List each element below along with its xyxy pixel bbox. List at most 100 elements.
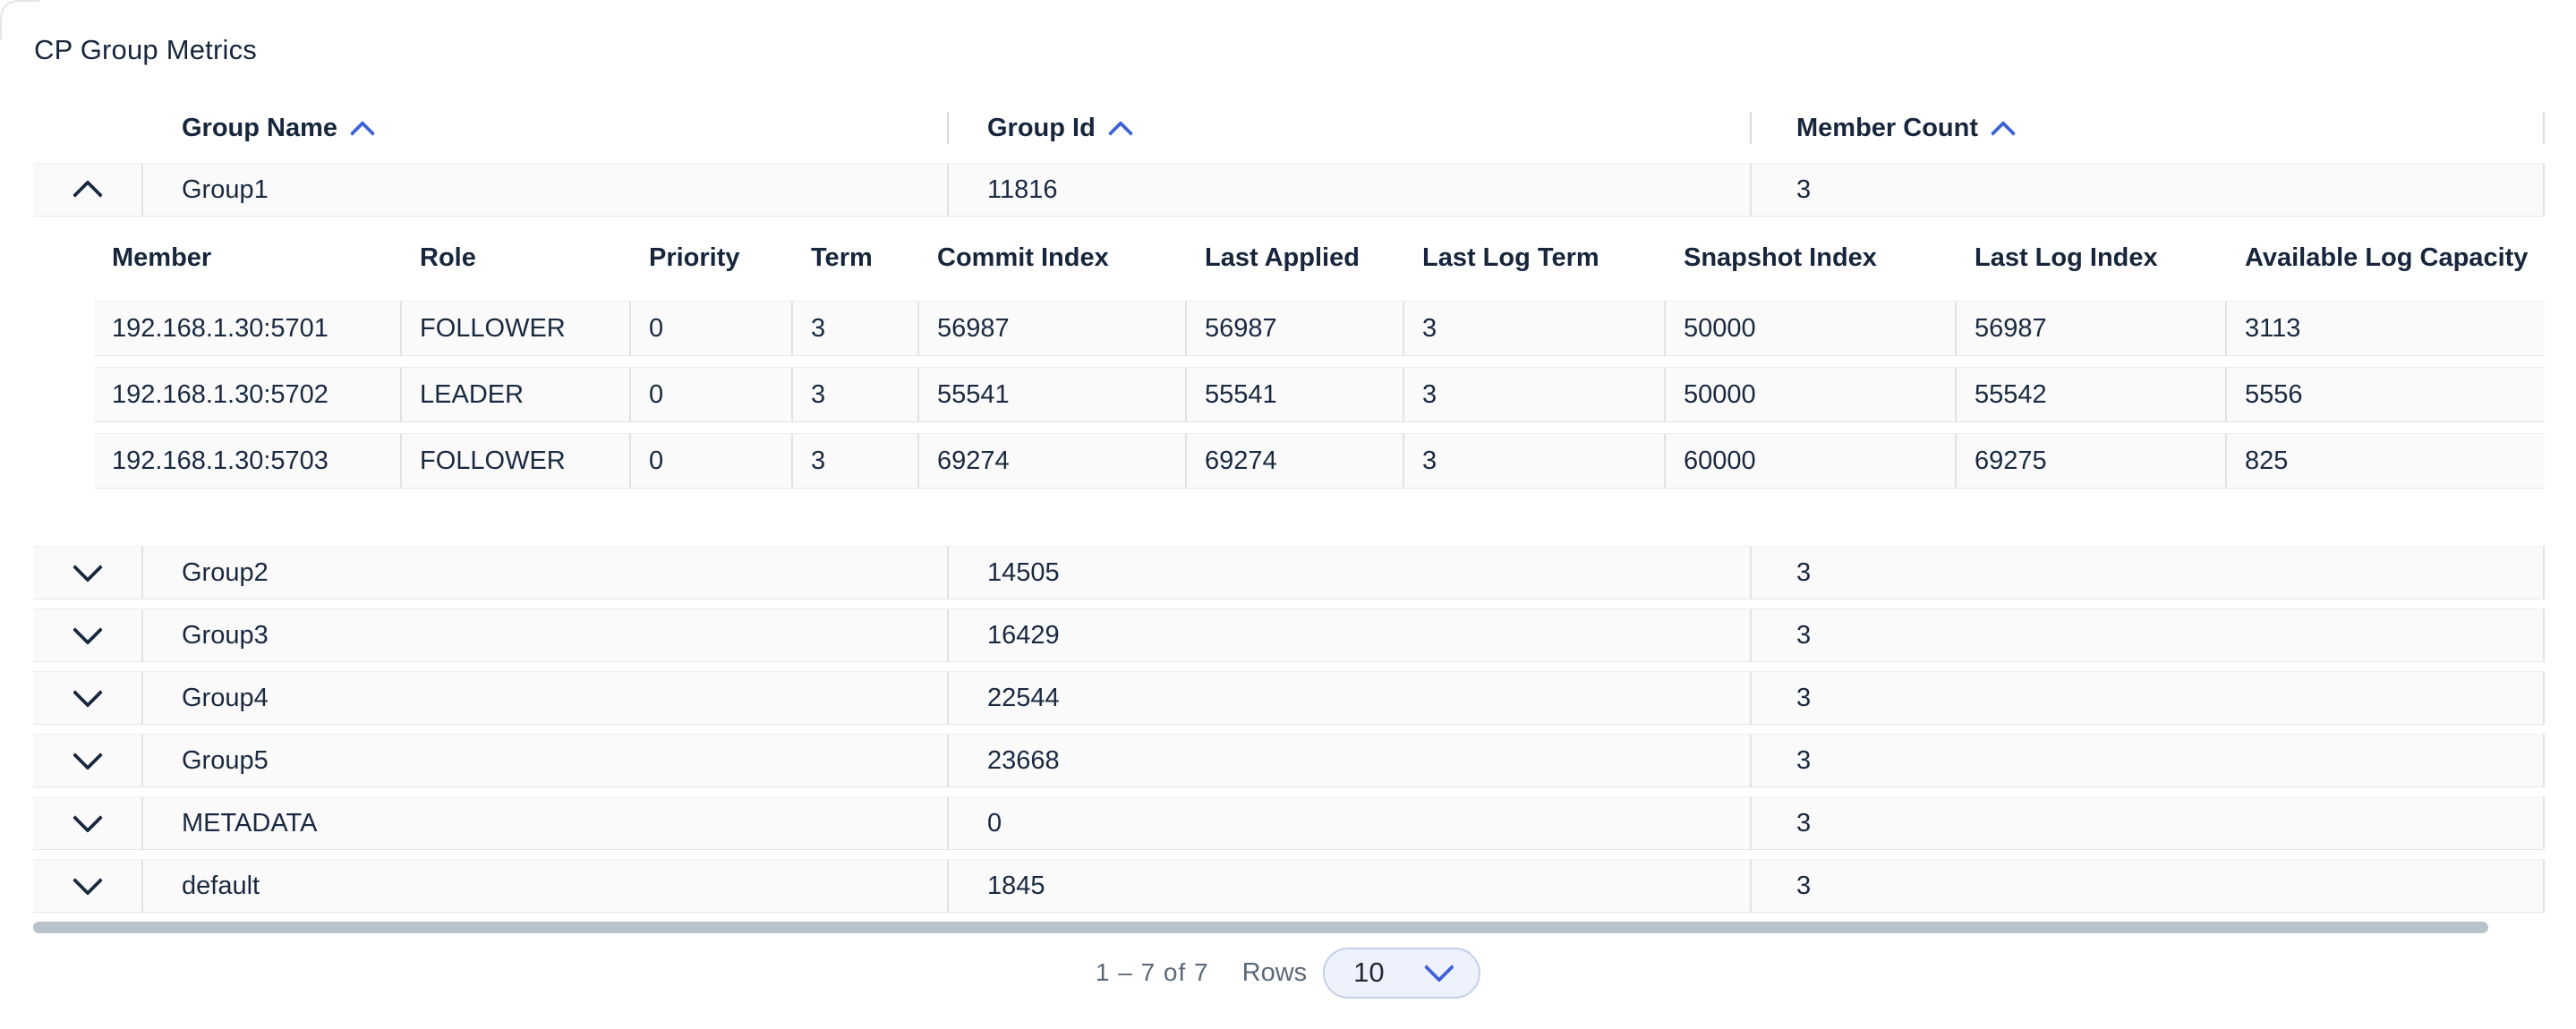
collapse-row-button[interactable]: [33, 164, 141, 216]
member-snapshot-index-cell: 50000: [1684, 314, 1756, 343]
member-column-label: Available Log Capacity: [2245, 243, 2529, 272]
cell-divider: [1185, 434, 1187, 488]
group-name-cell: default: [182, 872, 260, 900]
cell-divider: [400, 434, 402, 488]
cell-divider: [947, 547, 949, 599]
pagination-range: 1 – 7 of 7: [1095, 958, 1209, 986]
cell-divider: [947, 672, 949, 724]
group-name-cell: Group3: [182, 621, 269, 650]
member-last-applied-cell: 69274: [1205, 446, 1277, 475]
expand-row-button[interactable]: [33, 609, 141, 661]
cell-divider: [141, 797, 143, 849]
table-row-default: default 1845 3: [33, 859, 2545, 913]
group-id-cell: 23668: [987, 746, 1060, 775]
member-priority-cell: 0: [649, 446, 664, 475]
table-row-group2: Group2 14505 3: [33, 546, 2545, 600]
member-column-label: Last Applied: [1205, 243, 1360, 272]
cell-divider: [141, 672, 143, 724]
member-commit-index-cell: 56987: [937, 314, 1010, 343]
cell-divider: [791, 368, 793, 421]
cell-divider: [1750, 164, 1752, 216]
cell-divider: [1750, 735, 1752, 787]
column-header-group-name[interactable]: Group Name: [182, 107, 376, 149]
group-name-cell: Group2: [182, 558, 269, 587]
group-name-cell: Group4: [182, 684, 269, 712]
member-available-log-capacity-cell: 5556: [2245, 380, 2303, 409]
member-last-log-term-cell: 3: [1422, 446, 1437, 475]
expand-row-button[interactable]: [33, 547, 141, 599]
member-role-cell: LEADER: [420, 380, 525, 409]
table-header-row: Group Name Group Id Member Count: [33, 107, 2545, 149]
horizontal-scrollbar-thumb[interactable]: [33, 922, 2488, 933]
member-address-cell: 192.168.1.30:5702: [112, 380, 328, 409]
group-name-cell: METADATA: [182, 809, 318, 838]
cell-divider: [400, 368, 402, 421]
column-header-group-id[interactable]: Group Id: [987, 107, 1133, 149]
expand-row-button[interactable]: [33, 672, 141, 724]
cell-divider: [1664, 434, 1666, 488]
table-row-group5: Group5 23668 3: [33, 734, 2545, 787]
member-last-applied-cell: 56987: [1205, 314, 1277, 343]
member-available-log-capacity-cell: 3113: [2245, 314, 2301, 343]
chevron-down-icon: [72, 865, 103, 896]
cell-divider: [141, 735, 143, 787]
cell-divider: [1750, 609, 1752, 661]
table-row-group1: Group1 11816 3: [33, 163, 2545, 217]
member-last-applied-cell: 55541: [1205, 380, 1277, 409]
table-row-group4: Group4 22544 3: [33, 671, 2545, 725]
cell-divider: [917, 434, 919, 488]
member-snapshot-index-cell: 60000: [1684, 446, 1756, 475]
member-count-cell: 3: [1796, 872, 1812, 900]
member-column-label: Last Log Index: [1975, 243, 2158, 272]
expand-row-button[interactable]: [33, 735, 141, 787]
column-label: Member Count: [1796, 114, 1978, 142]
member-count-cell: 3: [1796, 558, 1812, 587]
member-column-label: Term: [811, 243, 873, 272]
cell-divider: [2225, 302, 2227, 355]
expand-row-button[interactable]: [33, 797, 141, 849]
group-id-cell: 16429: [987, 621, 1060, 650]
member-term-cell: 3: [811, 314, 826, 343]
member-address-cell: 192.168.1.30:5703: [112, 446, 328, 475]
expand-row-button[interactable]: [33, 860, 141, 912]
chevron-down-icon: [72, 615, 103, 645]
cell-divider: [947, 797, 949, 849]
member-table-header: Member Role Priority Term Commit Index L…: [94, 237, 2545, 278]
rows-per-page-select[interactable]: 10: [1323, 947, 1481, 999]
cell-divider: [141, 860, 143, 912]
cell-divider: [791, 434, 793, 488]
cell-divider: [400, 302, 402, 355]
cell-divider: [141, 164, 143, 216]
group-id-cell: 22544: [987, 684, 1060, 712]
group-name-cell: Group5: [182, 746, 269, 775]
cell-divider: [791, 302, 793, 355]
member-row-5703: 192.168.1.30:5703 FOLLOWER 0 3 69274 692…: [94, 433, 2545, 489]
cell-divider: [1403, 302, 1404, 355]
group-id-cell: 14505: [987, 558, 1060, 587]
member-priority-cell: 0: [649, 314, 664, 343]
member-term-cell: 3: [811, 446, 826, 475]
header-divider: [1750, 112, 1752, 144]
member-column-label: Snapshot Index: [1684, 243, 1877, 272]
member-count-cell: 3: [1796, 746, 1812, 775]
member-last-log-index-cell: 69275: [1975, 446, 2047, 475]
member-column-label: Member: [112, 243, 212, 272]
member-address-cell: 192.168.1.30:5701: [112, 314, 328, 343]
pagination-bar: 1 – 7 of 7 Rows 10: [1095, 947, 1481, 999]
card-corner: [0, 0, 39, 39]
cell-divider: [917, 302, 919, 355]
cell-divider: [1664, 368, 1666, 421]
cell-divider: [629, 368, 631, 421]
sort-asc-icon: [1990, 120, 2017, 147]
cell-divider: [1664, 302, 1666, 355]
member-last-log-index-cell: 55542: [1975, 380, 2047, 409]
cell-divider: [141, 547, 143, 599]
member-count-cell: 3: [1796, 175, 1812, 204]
sort-asc-icon: [349, 120, 376, 147]
member-last-log-index-cell: 56987: [1975, 314, 2047, 343]
column-label: Group Id: [987, 114, 1096, 142]
member-term-cell: 3: [811, 380, 826, 409]
header-divider: [2543, 112, 2545, 144]
column-header-member-count[interactable]: Member Count: [1796, 107, 2017, 149]
